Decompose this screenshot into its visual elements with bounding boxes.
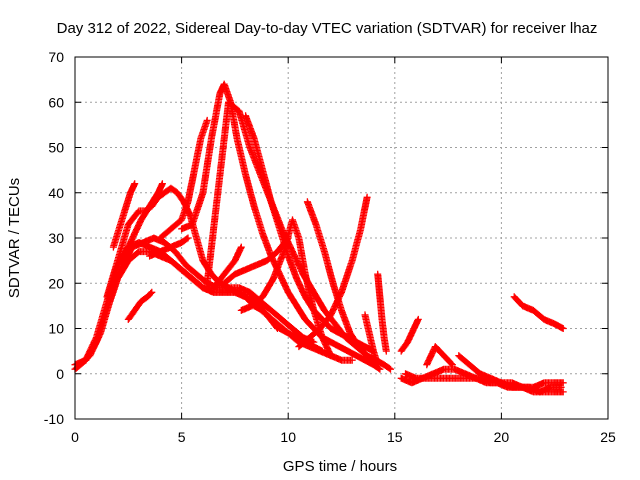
y-tick-label: 10 [48,321,64,337]
data-point-markers [124,288,156,323]
y-tick-label: 50 [48,140,64,156]
data-point-markers [295,193,371,351]
y-axis-title: SDTVAR / TECUs [6,178,23,298]
y-tick-label: 60 [48,94,64,110]
data-point-markers [156,116,211,242]
data-point-markers [103,184,326,355]
axis-ticks: 0 5 10 15 20 25 -10 0 10 20 30 40 50 60 70 [44,49,616,445]
data-point-markers [109,180,139,251]
series-arc-23 [423,343,456,369]
x-tick-label: 10 [280,429,296,445]
data-point-markers [146,234,192,260]
series-arc-7 [124,288,156,323]
series-arc-8 [146,234,192,260]
x-tick-label: 5 [178,429,186,445]
chart-title: Day 312 of 2022, Sidereal Day-to-day VTE… [57,20,598,37]
series-arc-9 [156,116,211,242]
series-arc-24 [455,352,567,391]
data-point-markers [455,352,567,391]
series-arc-10 [178,80,384,373]
y-tick-label: 30 [48,230,64,246]
data-layer [71,80,567,396]
data-point-markers [210,243,245,292]
data-point-markers [178,80,384,373]
series-arc-12 [210,243,245,292]
y-tick-label: 20 [48,275,64,291]
x-tick-label: 20 [494,429,510,445]
x-axis-title: GPS time / hours [283,458,397,475]
series-arc-5 [109,180,139,251]
series-arc-4 [103,184,326,355]
y-tick-label: -10 [44,411,64,427]
x-tick-label: 15 [387,429,403,445]
data-point-markers [423,343,456,369]
series-arc-17 [295,193,371,351]
series-arc-18 [361,311,382,369]
y-tick-label: 0 [56,366,64,382]
series-arc-19 [374,270,390,355]
data-point-markers [510,293,567,332]
series-arc-6 [120,180,166,260]
data-point-markers [361,311,382,369]
data-point-markers [374,270,390,355]
series-arc-20 [397,315,422,355]
y-tick-label: 70 [48,49,64,65]
series-arc-25 [510,293,567,332]
data-point-markers [120,180,166,260]
y-tick-label: 40 [48,185,64,201]
x-tick-label: 25 [600,429,616,445]
x-tick-label: 0 [71,429,79,445]
data-point-markers [397,315,422,355]
